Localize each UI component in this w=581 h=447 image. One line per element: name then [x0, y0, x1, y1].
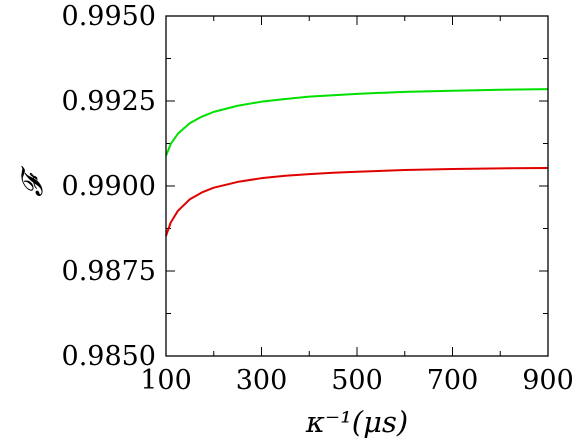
y-tick-label: 0.9950 — [62, 1, 156, 32]
x-tick-label: 100 — [140, 365, 192, 396]
series-line-2 — [165, 166, 549, 237]
y-axis-label: 𝓕 — [15, 165, 49, 197]
y-tick-label: 0.9900 — [62, 171, 156, 202]
y-tick-label: 0.9850 — [62, 341, 156, 372]
plot-frame — [165, 15, 549, 357]
tick-labels: 100 300 500 700 900 0.9850 0.9875 0.9900 0.9925 0… — [62, 1, 574, 396]
series-line-1 — [165, 88, 549, 157]
y-tick-label: 0.9925 — [62, 86, 156, 117]
x-tick-label: 900 — [522, 365, 574, 396]
y-tick-label: 0.9875 — [62, 256, 156, 287]
x-tick-label: 700 — [427, 365, 479, 396]
series-lines — [165, 88, 549, 237]
x-tick-label: 300 — [236, 365, 288, 396]
x-tick-label: 500 — [331, 365, 383, 396]
x-axis-label: κ⁻¹(μs) — [305, 405, 408, 439]
